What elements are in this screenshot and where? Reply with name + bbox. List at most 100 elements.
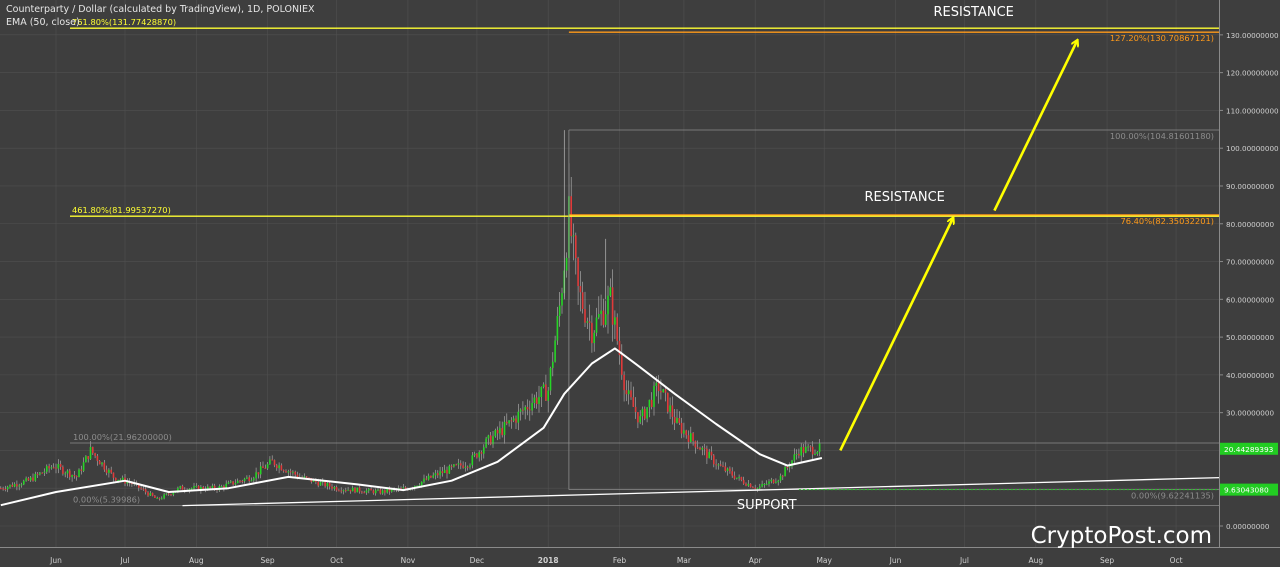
candle-up <box>50 467 53 469</box>
candle-down <box>170 494 172 496</box>
fib-level-label: 761.80%(131.77428870) <box>72 17 176 27</box>
candle-down <box>340 490 342 492</box>
candle-up <box>609 287 612 296</box>
candle-up <box>236 480 239 484</box>
fib-level-label: 0.00%(9.62241135) <box>1131 491 1214 501</box>
candle-down <box>2 488 4 490</box>
candle-down <box>147 492 149 496</box>
candle-down <box>62 466 64 474</box>
candle-down <box>239 480 241 482</box>
candle-down <box>632 397 635 407</box>
fib-level-label: 461.80%(81.99537270) <box>72 205 171 215</box>
candle-down <box>724 466 727 471</box>
candle-down <box>713 455 715 465</box>
candle-up <box>18 485 20 487</box>
candles <box>0 130 821 501</box>
candle-up <box>121 477 124 480</box>
candle-down <box>616 317 618 341</box>
candle-down <box>581 292 584 310</box>
candle-down <box>798 453 800 456</box>
candle-down <box>358 487 361 492</box>
candle-up <box>761 484 763 487</box>
candle-down <box>437 473 439 476</box>
candle-up <box>646 407 648 419</box>
candle-down <box>289 471 292 473</box>
candle-up <box>20 484 23 486</box>
candle-up <box>736 477 738 479</box>
x-tick-label: Mar <box>677 556 692 565</box>
candle-up <box>312 479 315 482</box>
x-tick-label: Oct <box>1170 556 1183 565</box>
candle-up <box>676 418 678 423</box>
candle-up <box>503 421 506 436</box>
candle-up <box>420 481 423 486</box>
candle-down <box>715 464 717 466</box>
y-tick-label: 70.00000000 <box>1226 258 1274 267</box>
candle-down <box>276 465 278 469</box>
projection-arrow <box>839 218 953 452</box>
candle-down <box>167 493 170 495</box>
candle-down <box>802 447 805 453</box>
candle-down <box>96 455 99 461</box>
candle-down <box>16 484 18 487</box>
candle-up <box>554 340 556 362</box>
candle-down <box>650 399 653 408</box>
candle-up <box>64 473 66 475</box>
candle-up <box>220 486 223 488</box>
resistance-label: RESISTANCE <box>933 5 1013 20</box>
candle-down <box>338 490 340 492</box>
candle-up <box>756 488 759 490</box>
candle-down <box>372 490 375 494</box>
candle-up <box>255 472 257 479</box>
candle-up <box>269 459 271 465</box>
candle-down <box>98 460 101 465</box>
candle-down <box>729 468 731 472</box>
candle-up <box>225 483 227 488</box>
candle-up <box>816 451 819 454</box>
candle-up <box>641 408 644 417</box>
candle-down <box>694 440 697 448</box>
candle-up <box>46 466 48 472</box>
candle-down <box>110 469 112 473</box>
candle-down <box>112 472 115 478</box>
candle-up <box>784 466 786 477</box>
candle-down <box>446 469 448 474</box>
candle-down <box>623 374 625 391</box>
candle-up <box>326 483 329 487</box>
candle-up <box>519 409 522 412</box>
x-tick-label: Aug <box>1028 556 1043 565</box>
candle-up <box>738 476 740 478</box>
candle-down <box>535 397 538 404</box>
candle-up <box>119 479 122 481</box>
candle-up <box>453 464 455 467</box>
candle-down <box>526 407 529 410</box>
candle-up <box>708 451 710 459</box>
candle-up <box>351 487 354 492</box>
candle-up <box>542 384 545 387</box>
y-tick-label: 30.00000000 <box>1226 409 1274 418</box>
x-tick-label: Sep <box>261 556 275 565</box>
candle-down <box>87 456 89 460</box>
candle-down <box>480 452 483 454</box>
candle-down <box>602 310 605 325</box>
candle-down <box>692 433 694 441</box>
time-axis[interactable]: Jun Jul Aug Sep Oct Nov Dec 2018 Feb Mar Apr May Jun… <box>0 547 1280 566</box>
candle-down <box>811 446 814 455</box>
x-tick-label: Jun <box>889 556 902 565</box>
candle-up <box>818 443 821 452</box>
candle-down <box>262 466 264 468</box>
candle-down <box>430 475 432 478</box>
candle-up <box>34 473 37 481</box>
candle-down <box>577 258 579 287</box>
price-axis[interactable]: 0.0000000010.0000000020.0000000030.00000… <box>1219 0 1280 567</box>
candle-down <box>273 460 276 466</box>
candle-down <box>621 355 623 375</box>
candle-up <box>469 465 471 468</box>
candle-up <box>814 453 816 455</box>
candle-up <box>457 463 460 465</box>
candle-up <box>779 475 782 481</box>
projection-arrow <box>993 41 1077 212</box>
candle-up <box>607 295 609 315</box>
candle-up <box>777 480 779 483</box>
